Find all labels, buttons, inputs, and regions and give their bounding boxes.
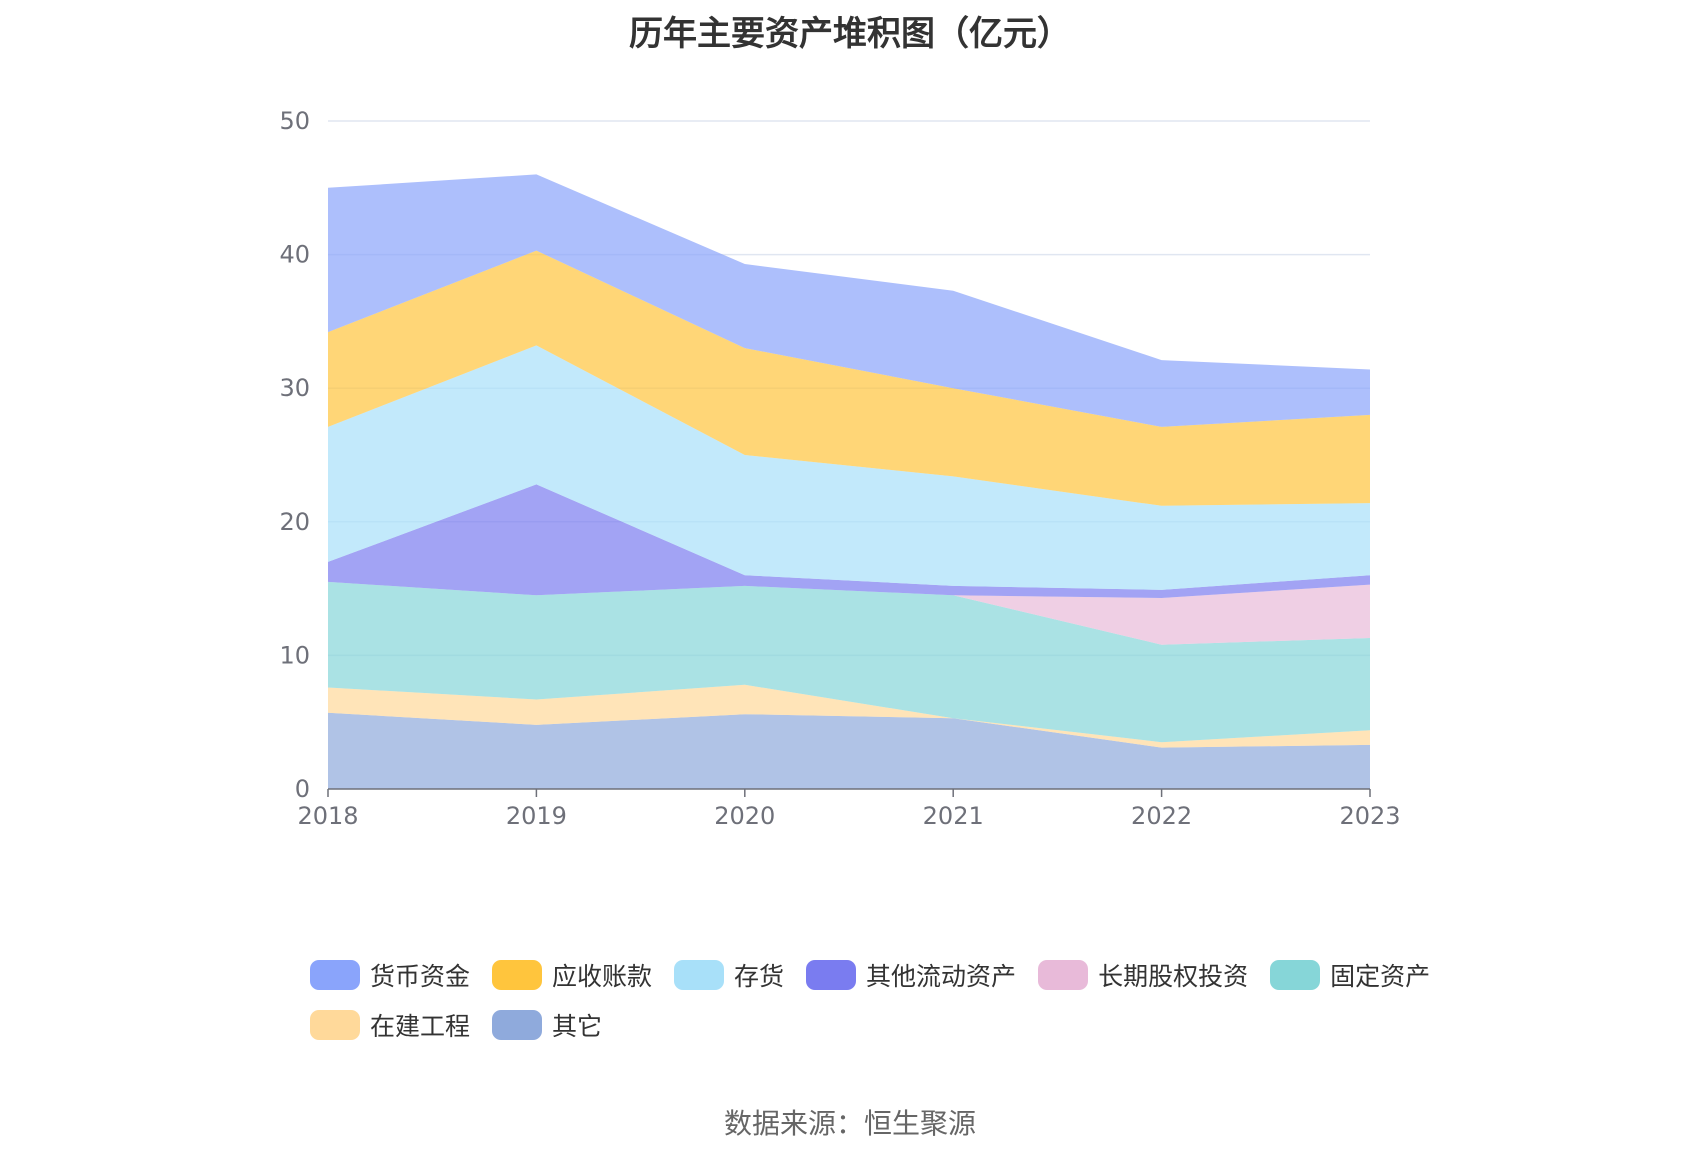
legend-item[interactable]: 长期股权投资 — [1038, 957, 1248, 993]
legend-swatch — [310, 1010, 360, 1040]
legend-item[interactable]: 在建工程 — [310, 1007, 470, 1043]
chart-title: 历年主要资产堆积图（亿元） — [629, 14, 1071, 54]
legend-swatch — [1270, 960, 1321, 990]
legend-item[interactable]: 应收账款 — [492, 957, 652, 993]
legend-label: 货币资金 — [370, 962, 471, 991]
area-货币资金 — [328, 174, 1370, 427]
series-areas — [328, 174, 1370, 789]
legend-label: 固定资产 — [1330, 962, 1431, 991]
y-tick-label: 0 — [295, 775, 310, 803]
legend-item[interactable]: 货币资金 — [310, 957, 470, 993]
area-应收账款 — [328, 250, 1370, 506]
legend-swatch — [492, 1010, 543, 1040]
legend-item[interactable]: 固定资产 — [1270, 957, 1430, 993]
legend-label: 其它 — [552, 1012, 603, 1041]
area-固定资产 — [328, 581, 1370, 743]
legend-label: 长期股权投资 — [1098, 962, 1249, 991]
legend-swatch — [492, 960, 543, 990]
legend-row: 货币资金 应收账款 存货 其他流动资产 长期股权投资 固定资产 — [310, 950, 1460, 1000]
axes: 0 10 20 30 40 50 2018 2019 2020 2021 2022 2023 — [279, 107, 1400, 830]
y-tick-label: 40 — [279, 241, 310, 269]
y-tick-label: 30 — [279, 374, 310, 402]
legend-item[interactable]: 其他流动资产 — [806, 957, 1016, 993]
area-在建工程 — [328, 684, 1370, 748]
y-tick-label: 10 — [279, 641, 310, 669]
legend-item[interactable]: 存货 — [674, 957, 784, 993]
x-tick-label: 2022 — [1131, 802, 1192, 830]
x-tick-label: 2023 — [1339, 802, 1400, 830]
legend-swatch — [1038, 960, 1089, 990]
area-长期股权投资 — [328, 581, 1370, 645]
area-其他流动资产 — [328, 484, 1370, 598]
legend-swatch — [806, 960, 857, 990]
legend: 货币资金 应收账款 存货 其他流动资产 长期股权投资 固定资产 在建工程 其它 — [310, 950, 1460, 1050]
legend-swatch — [310, 960, 360, 990]
x-tick-label: 2020 — [714, 802, 775, 830]
stacked-area-chart: 0 10 20 30 40 50 2018 2019 2020 2021 2022 2023 — [279, 107, 1400, 830]
x-tick-label: 2019 — [506, 802, 567, 830]
legend-label: 在建工程 — [370, 1012, 471, 1041]
data-source: 数据来源：恒生聚源 — [723, 1107, 976, 1140]
legend-label: 存货 — [734, 962, 785, 991]
legend-item[interactable]: 其它 — [492, 1007, 602, 1043]
legend-label: 应收账款 — [552, 962, 653, 991]
y-tick-label: 20 — [279, 508, 310, 536]
legend-swatch — [674, 960, 725, 990]
x-tick-label: 2021 — [923, 802, 984, 830]
area-存货 — [328, 345, 1370, 590]
x-tick-label: 2018 — [297, 802, 358, 830]
area-其它 — [328, 712, 1370, 789]
y-tick-label: 50 — [279, 107, 310, 135]
legend-row: 在建工程 其它 — [310, 1000, 1460, 1050]
legend-label: 其他流动资产 — [866, 962, 1017, 991]
